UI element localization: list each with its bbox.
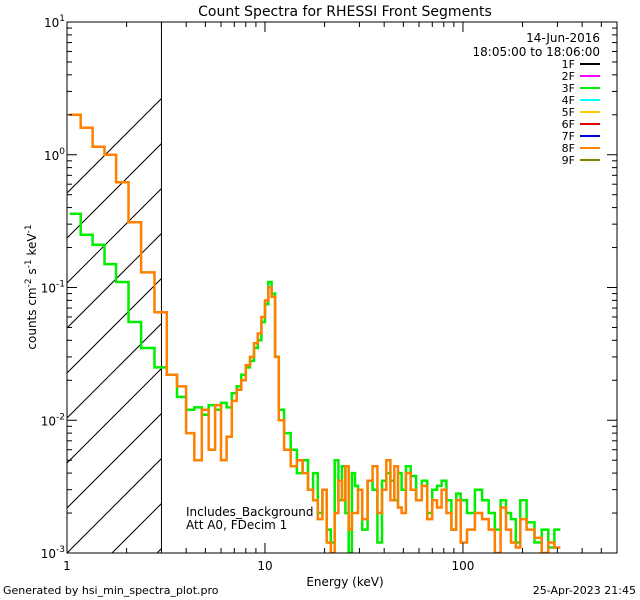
hatch-line: [517, 0, 640, 553]
hatch-line: [67, 187, 162, 284]
legend-label-2F: 2F: [562, 70, 575, 83]
legend-label-4F: 4F: [562, 94, 575, 107]
x-tick-label-100: 100: [451, 559, 474, 573]
hatch-line: [337, 0, 640, 553]
hatch-line: [472, 0, 640, 553]
attenuator-annotation: Att A0, FDecim 1: [186, 518, 287, 532]
series-line-3F: [69, 212, 561, 553]
hatch-line: [67, 232, 162, 329]
hatch-line: [427, 0, 640, 553]
hatch-line: [607, 0, 640, 553]
legend-label-6F: 6F: [562, 118, 575, 131]
timestamp-label: 25-Apr-2023 21:45: [533, 584, 636, 597]
y-tick-label-10-1: 101: [44, 14, 65, 30]
y-tick-label-10-minus3: 10-3: [41, 545, 65, 561]
hatch-line: [67, 142, 162, 239]
hatch-line: [247, 0, 640, 553]
x-tick-label-1: 1: [63, 559, 71, 573]
time-range-label: 18:05:00 to 18:06:00: [473, 45, 600, 59]
hatch-line: [67, 367, 162, 464]
x-tick-label-10: 10: [257, 559, 272, 573]
hatch-line: [67, 322, 162, 419]
y-axis-label: counts cm-2 s-1 keV-1: [24, 224, 39, 349]
y-tick-label-10-minus1: 10-1: [41, 280, 65, 296]
legend-label-3F: 3F: [562, 82, 575, 95]
legend-label-7F: 7F: [562, 130, 575, 143]
legend-label-1F: 1F: [562, 58, 575, 71]
hatch-line: [67, 412, 162, 509]
y-tick-label-10-0: 100: [44, 147, 65, 163]
chart-title: Count Spectra for RHESSI Front Segments: [198, 4, 492, 20]
legend-label-5F: 5F: [562, 106, 575, 119]
legend-label-8F: 8F: [562, 142, 575, 155]
y-tick-label-10-minus2: 10-2: [41, 412, 65, 428]
x-axis-label: Energy (keV): [306, 575, 383, 589]
hatch-line: [67, 457, 162, 553]
background-annotation: Includes_Background: [186, 505, 314, 519]
hatched-region: [67, 0, 640, 553]
legend-label-9F: 9F: [562, 154, 575, 167]
hatch-line: [382, 0, 640, 553]
generated-by-label: Generated by hsi_min_spectra_plot.pro: [3, 584, 219, 597]
series-line-8F: [69, 113, 561, 553]
date-label: 14-Jun-2016: [526, 31, 600, 45]
